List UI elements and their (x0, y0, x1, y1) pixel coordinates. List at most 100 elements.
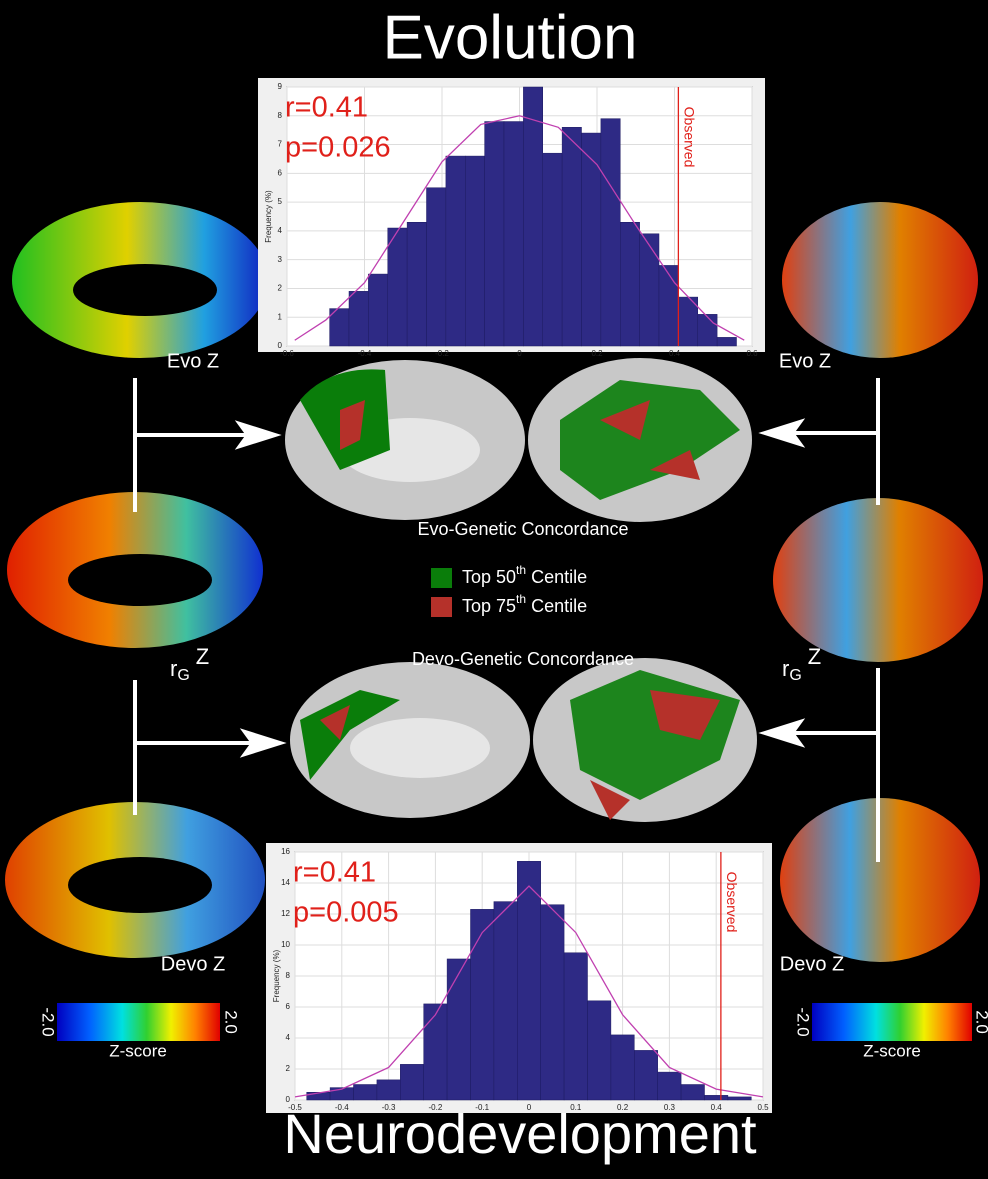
observed-label: Observed (724, 872, 740, 933)
bar (620, 222, 639, 346)
y-tick-label: 4 (286, 1033, 291, 1042)
observed-label: Observed (682, 107, 698, 168)
colorbar-label: Z-score (863, 1041, 921, 1060)
bar (485, 122, 504, 346)
y-tick-label: 6 (286, 1002, 291, 1011)
bar (427, 188, 446, 346)
legend-label: Top 75th Centile (462, 592, 587, 616)
bar (681, 1085, 704, 1101)
bar (424, 1004, 447, 1100)
y-tick-label: 9 (278, 82, 283, 91)
bar (543, 153, 562, 346)
x-tick-label: 0.2 (591, 349, 603, 358)
y-tick-label: 16 (281, 847, 290, 856)
bar (354, 1085, 377, 1101)
bar (368, 274, 387, 346)
brain-label: Devo Z (780, 953, 844, 975)
annotation: r=0.41 (285, 92, 368, 124)
bar (349, 291, 368, 346)
bar (517, 861, 540, 1100)
x-tick-label: -0.1 (475, 1103, 489, 1112)
x-tick-label: 0.5 (757, 1103, 769, 1112)
x-tick-label: -0.4 (358, 349, 372, 358)
legend-rest: Centile (526, 567, 587, 587)
colorbar-min: -2.0 (794, 1007, 813, 1036)
bar (564, 953, 587, 1100)
bar (659, 265, 678, 346)
bar (471, 909, 494, 1100)
legend-sup: th (516, 563, 526, 577)
bar (523, 87, 542, 346)
bar (640, 234, 659, 346)
x-tick-label: 0 (517, 349, 522, 358)
x-tick-label: -0.3 (382, 1103, 396, 1112)
bar (658, 1072, 681, 1100)
x-tick-label: 0.3 (664, 1103, 676, 1112)
y-tick-label: 8 (278, 111, 283, 120)
bar (465, 156, 484, 346)
legend-text: Top 75 (462, 596, 516, 616)
legend-text: Top 50 (462, 567, 516, 587)
y-tick-label: 6 (278, 168, 283, 177)
bar (705, 1095, 728, 1100)
legend-label: Top 50th Centile (462, 563, 587, 587)
legend-swatch (431, 568, 452, 588)
y-tick-label: 0 (286, 1095, 291, 1104)
colorbar-max: 2.0 (973, 1010, 988, 1034)
brain-label: rGZ (782, 644, 821, 684)
bar (611, 1035, 634, 1100)
brain-label: Devo Z (161, 953, 225, 975)
x-tick-label: 0.4 (711, 1103, 723, 1112)
brain-label: Evo Z (779, 350, 831, 372)
bar (504, 122, 523, 346)
bar (728, 1097, 751, 1100)
legend-sup: th (516, 592, 526, 606)
brain-label: rGZ (170, 644, 209, 684)
legend-swatch (431, 597, 452, 617)
y-tick-label: 14 (281, 878, 290, 887)
concordance-label: Evo-Genetic Concordance (417, 519, 628, 539)
bar (562, 127, 581, 346)
y-tick-label: 4 (278, 226, 283, 235)
bar (634, 1050, 657, 1100)
bar (717, 337, 736, 346)
title: Evolution (382, 3, 637, 72)
x-tick-label: 0.4 (669, 349, 681, 358)
y-axis-label: Frequency (%) (272, 949, 281, 1002)
colorbar-max: 2.0 (222, 1010, 241, 1034)
x-tick-label: 0.2 (617, 1103, 629, 1112)
bar (494, 902, 517, 1100)
concordance-label: Devo-Genetic Concordance (412, 649, 634, 669)
y-tick-label: 5 (278, 197, 283, 206)
bar (407, 222, 426, 346)
bar (447, 959, 470, 1100)
y-tick-label: 8 (286, 971, 291, 980)
colorbar-label: Z-score (109, 1041, 167, 1060)
y-tick-label: 7 (278, 140, 283, 149)
annotation: r=0.41 (293, 857, 376, 889)
bar (588, 1001, 611, 1100)
brain-label: Evo Z (167, 350, 219, 372)
bar (400, 1064, 423, 1100)
bar (388, 228, 407, 346)
bar (446, 156, 465, 346)
y-tick-label: 3 (278, 255, 283, 264)
bar (698, 314, 717, 346)
annotation: p=0.026 (285, 132, 391, 164)
x-tick-label: -0.6 (280, 349, 294, 358)
y-tick-label: 1 (278, 312, 283, 321)
bar (601, 119, 620, 346)
bar (541, 905, 564, 1100)
x-tick-label: -0.2 (429, 1103, 443, 1112)
colorbar-min: -2.0 (39, 1007, 58, 1036)
figure: Evolution Neurodevelopment Evo Z Evo Z D… (0, 0, 988, 1179)
x-tick-label: -0.2 (435, 349, 449, 358)
y-tick-label: 2 (286, 1064, 291, 1073)
y-tick-label: 10 (281, 940, 290, 949)
x-tick-label: -0.5 (288, 1103, 302, 1112)
bar (377, 1080, 400, 1100)
legend-rest: Centile (526, 596, 587, 616)
y-tick-label: 12 (281, 909, 290, 918)
